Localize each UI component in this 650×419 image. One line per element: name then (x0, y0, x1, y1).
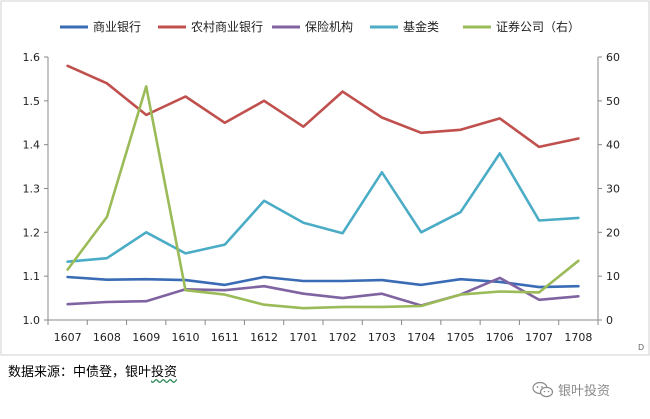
series-line (66, 152, 580, 264)
watermark-text: 银叶投资 (558, 384, 611, 399)
y-left-tick-label: 1.2 (23, 226, 41, 239)
x-tick-label: 1608 (93, 331, 121, 344)
legend-label: 证券公司（右） (496, 19, 580, 34)
y-right-tick-label: 20 (606, 226, 620, 239)
x-tick-label: 1702 (329, 331, 357, 344)
y-right-tick-label: 30 (606, 183, 620, 196)
y-left-tick-label: 1.3 (23, 183, 41, 196)
y-right-tick-label: 60 (606, 51, 620, 64)
x-tick-label: 1609 (132, 331, 160, 344)
y-right-tick-label: 0 (606, 314, 613, 327)
x-tick-label: 1701 (289, 331, 317, 344)
y-left-tick-label: 1.5 (23, 95, 41, 108)
source-prefix: 数据来源：中债登，银叶 (8, 365, 152, 380)
series-line (66, 276, 580, 307)
wechat-icon (532, 381, 554, 397)
y-left-tick-label: 1.6 (23, 51, 41, 64)
y-left-tick-label: 1.1 (23, 270, 41, 283)
legend-label: 基金类 (403, 19, 439, 34)
legend-label: 农村商业银行 (191, 19, 263, 34)
y-right-tick-label: 40 (606, 139, 620, 152)
x-tick-label: 1707 (525, 331, 553, 344)
x-tick-label: 1611 (211, 331, 239, 344)
x-tick-label: 1607 (54, 331, 82, 344)
x-tick-label: 1708 (564, 331, 592, 344)
x-tick-label: 1706 (486, 331, 514, 344)
watermark: 银叶投资 (532, 380, 610, 399)
source-note: 数据来源：中债登，银叶投资 (8, 361, 177, 380)
series-line (66, 64, 580, 149)
y-left-tick-label: 1.4 (23, 139, 41, 152)
x-tick-label: 1703 (368, 331, 396, 344)
x-tick-label: 1705 (447, 331, 475, 344)
x-tick-label: 1704 (407, 331, 435, 344)
legend-label: 商业银行 (93, 19, 141, 34)
x-tick-label: 1612 (250, 331, 278, 344)
chart-border (0, 0, 650, 356)
y-right-tick-label: 50 (606, 95, 620, 108)
source-suffix: 投资 (151, 365, 178, 380)
corner-mark: D (638, 343, 645, 352)
y-right-tick-label: 10 (606, 270, 620, 283)
x-tick-label: 1610 (172, 331, 200, 344)
legend-label: 保险机构 (305, 19, 353, 34)
series-line (66, 85, 580, 310)
y-left-tick-label: 1.0 (23, 314, 41, 327)
